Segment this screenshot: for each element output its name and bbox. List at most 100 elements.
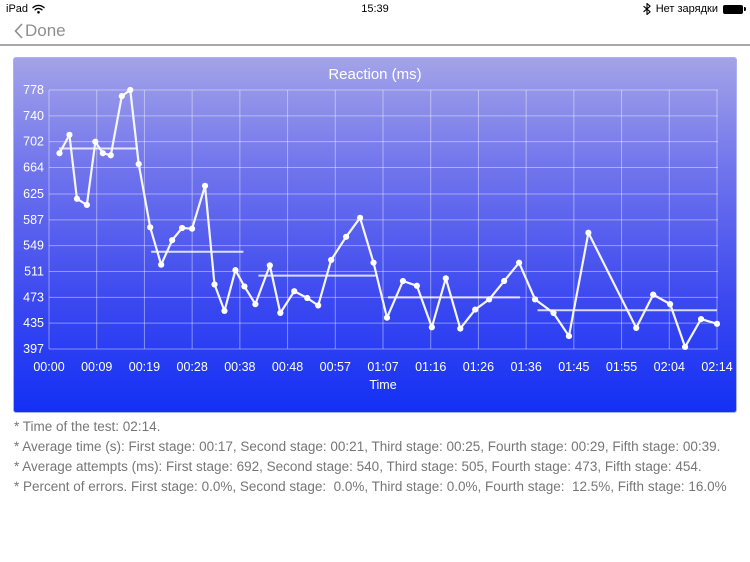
data-point-marker [83,201,90,208]
back-chevron-icon [14,23,23,39]
data-point-marker [413,282,420,289]
data-point-marker [457,325,464,332]
svg-text:473: 473 [23,290,44,304]
svg-text:00:00: 00:00 [33,360,64,374]
data-point-marker [127,86,134,94]
data-point-marker [501,277,508,285]
series-line [58,88,718,349]
data-point-marker [697,315,705,323]
svg-text:702: 702 [23,135,44,149]
svg-text:01:45: 01:45 [558,360,589,374]
svg-text:00:57: 00:57 [320,360,351,374]
data-point-marker [92,138,99,145]
data-point-marker [515,259,523,266]
stage-average-lines [58,147,717,312]
svg-text:00:19: 00:19 [129,360,160,374]
status-left: iPad [6,3,45,15]
bluetooth-icon [643,3,651,15]
svg-text:625: 625 [23,187,44,201]
chart-title: Reaction (ms) [328,66,422,83]
svg-text:664: 664 [23,160,44,174]
data-point-marker [291,288,298,295]
svg-text:01:26: 01:26 [463,360,494,374]
separator-line [0,44,750,46]
status-right: Нет зарядки [643,3,746,15]
data-point-marker [211,281,218,288]
svg-text:02:14: 02:14 [701,360,732,374]
svg-text:00:09: 00:09 [81,360,112,374]
y-axis-labels: 778 740 702 664 625 587 549 511 473 435 397 [23,83,44,356]
data-point-marker [107,152,114,159]
svg-text:397: 397 [23,342,44,356]
data-point-marker [328,256,335,264]
svg-text:01:16: 01:16 [415,360,446,374]
svg-text:00:38: 00:38 [224,360,255,374]
data-point-marker [428,324,435,331]
data-point-marker [472,306,479,313]
data-point-marker [252,301,259,308]
reaction-chart-panel: Reaction (ms) 778 740 702 664 625 587 549 511 47… [13,57,737,413]
data-point-marker [99,150,106,157]
status-clock: 15:39 [361,3,389,15]
data-point-marker [241,283,248,290]
data-point-marker [486,296,493,303]
results-notes: * Time of the test: 02:14. * Average tim… [14,417,741,497]
data-point-marker [550,309,557,317]
data-point-marker [565,332,573,340]
note-average-attempts: * Average attempts (ms): First stage: 69… [14,459,702,474]
data-point-marker [179,224,186,232]
data-point-marker [585,229,592,236]
svg-text:00:28: 00:28 [177,360,208,374]
data-point-marker [633,324,640,332]
data-point-marker [147,224,154,231]
data-point-marker [158,261,165,268]
data-point-marker [343,233,350,240]
done-button-label: Done [25,21,66,40]
x-axis-title: Time [369,378,396,392]
data-point-marker [56,150,63,157]
wifi-icon [32,4,45,14]
nav-bar: Done [0,20,750,45]
data-point-marker [266,262,273,269]
x-axis-labels: 00:00 00:09 00:19 00:28 00:38 00:48 00:57 01:07… [33,360,732,374]
data-point-marker [277,309,284,317]
note-average-time: * Average time (s): First stage: 00:17, … [14,439,721,454]
data-point-marker [681,343,689,351]
battery-status-label: Нет зарядки [655,3,718,15]
svg-text:778: 778 [23,83,44,97]
data-point-marker [118,93,125,100]
data-point-marker [188,225,196,232]
series-reaction-time [56,86,721,351]
svg-text:01:36: 01:36 [511,360,542,374]
data-point-marker [531,296,539,303]
data-point-marker [713,320,721,327]
data-point-marker [667,301,674,308]
svg-text:01:55: 01:55 [606,360,637,374]
data-point-marker [399,277,407,285]
battery-icon [723,4,746,14]
status-bar: iPad 15:39 Нет зарядки [0,0,750,20]
data-point-marker [356,214,364,221]
data-point-marker [315,302,322,309]
svg-text:740: 740 [23,109,44,123]
data-point-marker [221,307,228,315]
data-point-marker [383,314,391,321]
data-point-marker [442,275,449,282]
data-point-marker [650,291,657,298]
note-percent-errors: * Percent of errors. First stage: 0.0%, … [14,479,727,494]
svg-text:511: 511 [24,265,44,279]
data-point-marker [135,160,142,168]
svg-text:00:48: 00:48 [272,360,303,374]
svg-text:01:07: 01:07 [367,360,398,374]
carrier-label: iPad [6,3,29,15]
data-point-marker [169,237,176,244]
svg-text:02:04: 02:04 [654,360,685,374]
data-point-marker [66,131,73,138]
data-point-marker [201,182,209,189]
svg-text:587: 587 [23,213,44,227]
data-point-marker [370,259,377,266]
done-button[interactable]: Done [13,21,66,41]
data-point-marker [73,195,81,202]
gridlines [48,89,718,350]
